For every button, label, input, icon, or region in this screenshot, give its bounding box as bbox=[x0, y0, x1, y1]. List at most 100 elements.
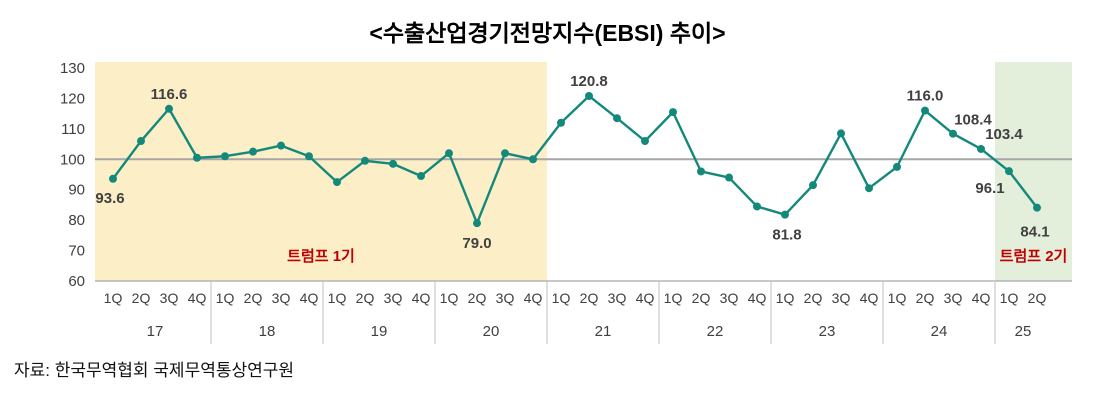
data-point bbox=[417, 172, 425, 181]
data-point bbox=[809, 181, 817, 190]
x-axis-quarter-label: 3Q bbox=[496, 290, 515, 306]
data-point bbox=[837, 129, 845, 138]
data-point bbox=[137, 137, 145, 146]
x-axis-quarter-label: 2Q bbox=[244, 290, 263, 306]
x-axis-quarter-label: 4Q bbox=[748, 290, 767, 306]
x-axis-quarter-label: 3Q bbox=[720, 290, 739, 306]
x-axis-quarter-label: 3Q bbox=[608, 290, 627, 306]
x-axis-quarter-label: 1Q bbox=[328, 290, 347, 306]
data-point bbox=[949, 129, 957, 138]
x-axis-quarter-label: 1Q bbox=[552, 290, 571, 306]
page-title: <수출산업경기전망지수(EBSI) 추이> bbox=[369, 20, 726, 46]
x-axis-quarter-label: 4Q bbox=[188, 290, 207, 306]
data-point bbox=[893, 162, 901, 171]
x-axis-quarter-label: 2Q bbox=[132, 290, 151, 306]
data-point bbox=[193, 153, 201, 162]
data-point bbox=[529, 155, 537, 164]
data-point bbox=[333, 178, 341, 187]
ebsi-line bbox=[111, 94, 1039, 225]
y-axis-tick-label: 130 bbox=[60, 60, 85, 77]
x-axis-quarter-label: 3Q bbox=[944, 290, 963, 306]
data-point bbox=[445, 149, 453, 158]
data-point bbox=[277, 141, 285, 150]
data-point bbox=[1005, 167, 1013, 176]
x-axis-quarter-label: 1Q bbox=[216, 290, 235, 306]
trump-term-1-band bbox=[95, 62, 547, 281]
y-axis-tick-label: 120 bbox=[60, 90, 85, 107]
data-point bbox=[305, 152, 313, 161]
x-axis-quarter-label: 1Q bbox=[1000, 290, 1019, 306]
x-axis-quarter-label: 2Q bbox=[1028, 290, 1047, 306]
x-axis-quarter-label: 4Q bbox=[524, 290, 543, 306]
x-axis-year-label: 19 bbox=[371, 323, 388, 340]
data-point-label: 103.4 bbox=[985, 126, 1023, 143]
y-axis-tick-label: 100 bbox=[60, 151, 85, 168]
data-point bbox=[613, 114, 621, 123]
y-axis-tick-label: 70 bbox=[68, 243, 85, 260]
data-point-label: 96.1 bbox=[975, 180, 1004, 197]
x-axis-quarter-label: 1Q bbox=[440, 290, 459, 306]
x-axis-year-label: 18 bbox=[259, 323, 276, 340]
data-point bbox=[753, 202, 761, 211]
x-axis-quarter-label: 1Q bbox=[888, 290, 907, 306]
y-axis-tick-label: 110 bbox=[61, 121, 85, 138]
data-point bbox=[921, 106, 929, 115]
data-point bbox=[1033, 203, 1041, 212]
data-point-label: 79.0 bbox=[462, 235, 491, 252]
y-axis-tick-label: 60 bbox=[68, 273, 85, 290]
x-axis-quarter-label: 3Q bbox=[272, 290, 291, 306]
x-axis-year-label: 20 bbox=[483, 323, 500, 340]
data-point bbox=[669, 108, 677, 117]
x-axis-year-label: 24 bbox=[931, 323, 948, 340]
x-axis-quarter-label: 1Q bbox=[664, 290, 683, 306]
ebsi-line-chart: 130 120 110 100 90 80 70 60 1Q 2Q 3Q 4Q 17 1Q 2Q 3Q 4Q 18… bbox=[60, 60, 1072, 344]
data-point-label: 84.1 bbox=[1020, 224, 1049, 241]
x-axis-year-label: 25 bbox=[1015, 323, 1032, 340]
data-point-label: 116.0 bbox=[907, 88, 944, 105]
x-axis-quarter-label: 2Q bbox=[580, 290, 599, 306]
data-point-label: 116.6 bbox=[151, 86, 188, 103]
x-axis-quarter-label: 4Q bbox=[300, 290, 319, 306]
y-axis-tick-label: 80 bbox=[68, 212, 85, 229]
x-axis-quarter-label: 1Q bbox=[776, 290, 795, 306]
x-axis-quarter-label: 3Q bbox=[160, 290, 179, 306]
x-axis-quarter-label: 1Q bbox=[104, 290, 123, 306]
x-axis-year-label: 23 bbox=[819, 323, 836, 340]
x-axis-quarter-label: 4Q bbox=[636, 290, 655, 306]
data-point bbox=[641, 137, 649, 146]
data-point bbox=[249, 147, 257, 156]
data-point bbox=[697, 167, 705, 176]
x-axis-quarter-label: 2Q bbox=[916, 290, 935, 306]
data-point bbox=[165, 104, 173, 113]
data-point bbox=[473, 219, 481, 228]
data-point-label: 108.4 bbox=[954, 112, 992, 129]
data-point bbox=[781, 210, 789, 219]
data-point bbox=[389, 159, 397, 168]
y-axis-tick-label: 90 bbox=[68, 182, 85, 199]
data-point bbox=[109, 174, 117, 183]
data-point-label: 81.8 bbox=[772, 227, 801, 244]
trump-term-2-label: 트럼프 2기 bbox=[1000, 248, 1068, 265]
data-point bbox=[865, 184, 873, 193]
x-axis-year-label: 17 bbox=[147, 323, 164, 340]
x-axis-quarter-label: 2Q bbox=[356, 290, 375, 306]
x-axis-year-label: 21 bbox=[595, 323, 612, 340]
x-axis-quarter-label: 4Q bbox=[412, 290, 431, 306]
data-point bbox=[361, 156, 369, 165]
x-axis-year-label: 22 bbox=[707, 323, 724, 340]
data-point bbox=[557, 118, 565, 127]
x-axis-quarter-label: 3Q bbox=[384, 290, 403, 306]
data-point bbox=[221, 152, 229, 161]
source-note: 자료: 한국무역협회 국제무역통상연구원 bbox=[14, 361, 295, 380]
data-point-label: 93.6 bbox=[95, 190, 124, 207]
x-axis-quarter-label: 2Q bbox=[804, 290, 823, 306]
x-axis-quarter-label: 2Q bbox=[692, 290, 711, 306]
data-point-label: 120.8 bbox=[570, 73, 608, 90]
x-axis-quarter-label: 2Q bbox=[468, 290, 487, 306]
x-axis-quarter-label: 3Q bbox=[832, 290, 851, 306]
data-point bbox=[585, 91, 593, 100]
trump-term-1-label: 트럼프 1기 bbox=[287, 248, 355, 265]
data-point bbox=[977, 144, 985, 153]
data-point bbox=[501, 149, 509, 158]
